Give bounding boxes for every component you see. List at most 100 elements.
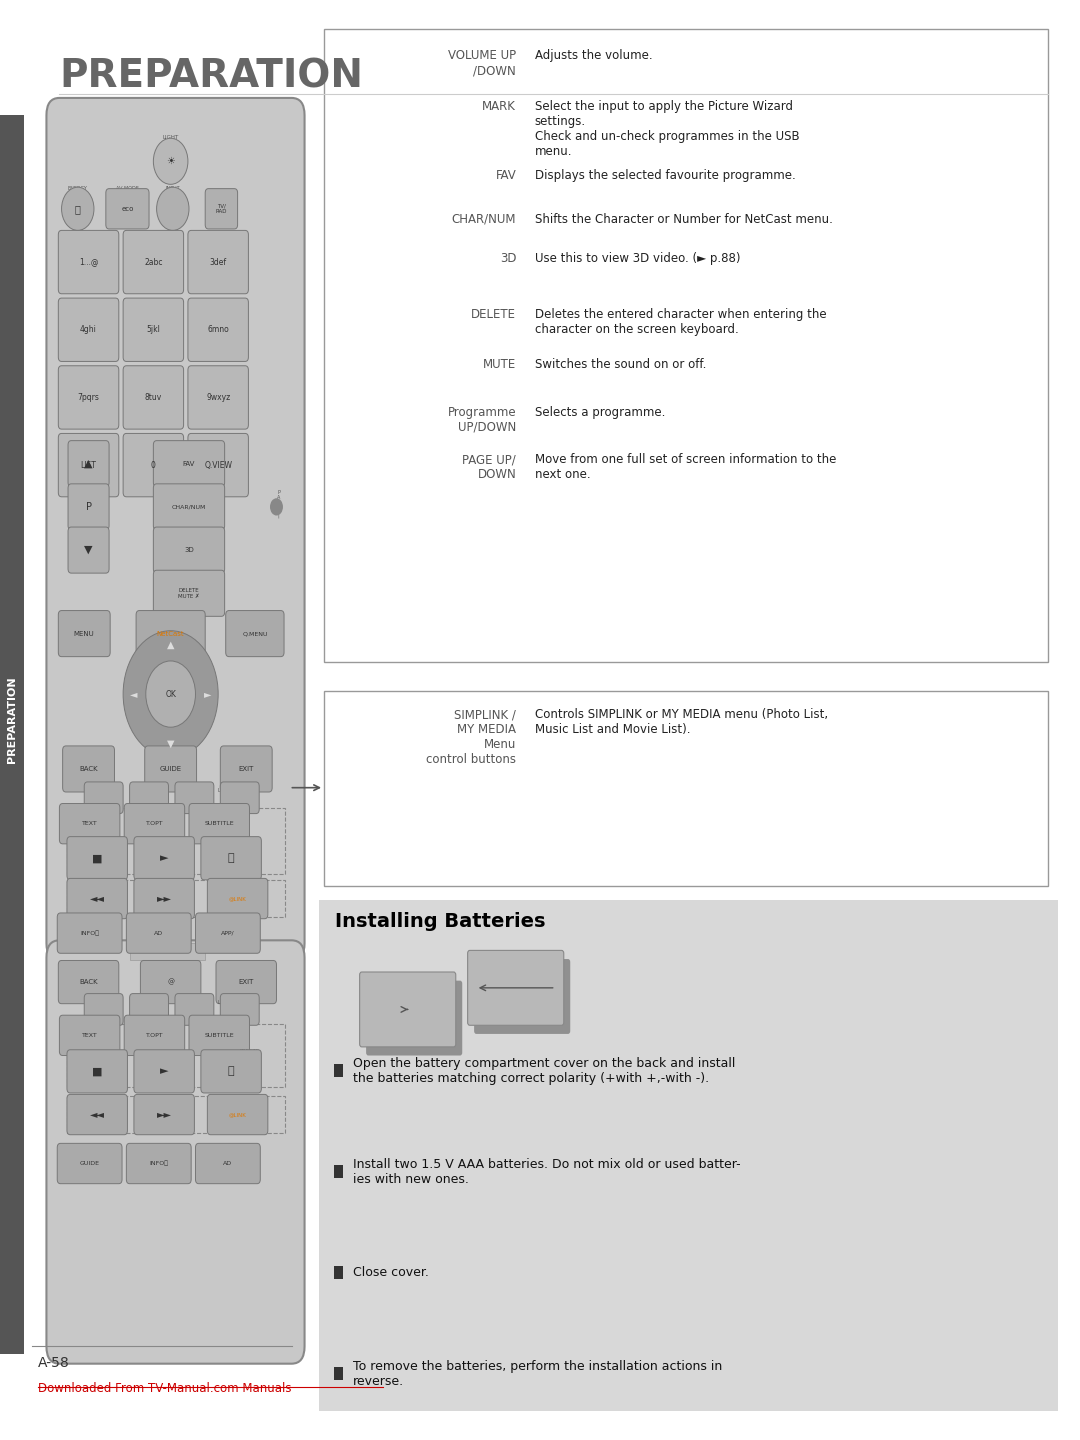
FancyBboxPatch shape: [153, 441, 225, 487]
Text: NetCast: NetCast: [157, 631, 185, 636]
Text: 3D: 3D: [500, 252, 516, 265]
FancyBboxPatch shape: [134, 837, 194, 880]
Circle shape: [123, 631, 218, 757]
Text: ►►: ►►: [157, 894, 172, 903]
Text: L/R SELECT: L/R SELECT: [218, 788, 246, 793]
FancyBboxPatch shape: [153, 484, 225, 530]
Bar: [334, 1367, 343, 1380]
FancyBboxPatch shape: [207, 878, 268, 919]
FancyBboxPatch shape: [123, 298, 184, 361]
FancyBboxPatch shape: [58, 611, 110, 657]
Text: @LINK: @LINK: [229, 1112, 246, 1117]
Text: ⏸: ⏸: [228, 854, 234, 863]
FancyBboxPatch shape: [0, 115, 24, 1354]
Text: ENERGY: ENERGY: [68, 186, 87, 192]
Text: LIGHT: LIGHT: [162, 135, 179, 140]
Text: Shifts the Character or Number for NetCast menu.: Shifts the Character or Number for NetCa…: [535, 213, 833, 226]
FancyBboxPatch shape: [324, 691, 1048, 886]
Text: PREPARATION: PREPARATION: [6, 677, 17, 763]
FancyBboxPatch shape: [68, 527, 109, 573]
Text: Adjusts the volume.: Adjusts the volume.: [535, 49, 652, 62]
Text: INFOⓄ: INFOⓄ: [149, 1161, 168, 1166]
Text: ⏻: ⏻: [75, 204, 81, 213]
Text: ▲: ▲: [167, 639, 174, 649]
Text: MARK: MARK: [483, 99, 516, 112]
FancyBboxPatch shape: [134, 878, 194, 919]
Text: ■: ■: [92, 1067, 103, 1076]
FancyBboxPatch shape: [67, 837, 127, 880]
FancyBboxPatch shape: [220, 782, 259, 814]
Text: ►: ►: [160, 1067, 168, 1076]
Text: ☀: ☀: [166, 157, 175, 166]
FancyBboxPatch shape: [84, 994, 123, 1025]
Text: PAGE UP/
DOWN: PAGE UP/ DOWN: [462, 454, 516, 481]
FancyBboxPatch shape: [126, 913, 191, 953]
FancyBboxPatch shape: [175, 782, 214, 814]
FancyBboxPatch shape: [68, 484, 109, 530]
FancyBboxPatch shape: [134, 1050, 194, 1093]
Text: Programme
UP/DOWN: Programme UP/DOWN: [447, 406, 516, 433]
FancyBboxPatch shape: [189, 804, 249, 844]
FancyBboxPatch shape: [63, 746, 114, 792]
Text: AV MODE: AV MODE: [116, 186, 139, 192]
FancyBboxPatch shape: [58, 230, 119, 294]
Text: GUIDE: GUIDE: [80, 1161, 99, 1166]
Text: 7pqrs: 7pqrs: [78, 393, 99, 402]
Text: ▼: ▼: [167, 739, 174, 749]
FancyBboxPatch shape: [58, 433, 119, 497]
FancyBboxPatch shape: [195, 1143, 260, 1184]
FancyBboxPatch shape: [145, 746, 197, 792]
FancyBboxPatch shape: [67, 1094, 127, 1135]
FancyBboxPatch shape: [216, 960, 276, 1004]
Text: ■: ■: [92, 854, 103, 863]
FancyBboxPatch shape: [84, 782, 123, 814]
Text: Close cover.: Close cover.: [353, 1266, 429, 1280]
Text: FREEZE: FREEZE: [239, 837, 259, 842]
Text: T.OPT: T.OPT: [146, 1032, 163, 1038]
FancyBboxPatch shape: [123, 433, 184, 497]
Text: ►: ►: [160, 854, 168, 863]
Text: P
A
G
E
|: P A G E |: [276, 490, 281, 518]
Text: 1...@: 1...@: [79, 258, 98, 266]
Text: ⏸: ⏸: [228, 1067, 234, 1076]
FancyBboxPatch shape: [468, 950, 564, 1025]
Text: EXIT: EXIT: [239, 766, 254, 772]
Text: Displays the selected favourite programme.: Displays the selected favourite programm…: [535, 170, 795, 183]
Text: FREEZE: FREEZE: [239, 1048, 259, 1054]
FancyBboxPatch shape: [153, 527, 225, 573]
Text: Controls SIMPLINK or MY MEDIA menu (Photo List,
Music List and Movie List).: Controls SIMPLINK or MY MEDIA menu (Phot…: [535, 708, 827, 736]
Text: 5jkl: 5jkl: [147, 325, 160, 334]
FancyBboxPatch shape: [226, 611, 284, 657]
Text: Installing Batteries: Installing Batteries: [335, 912, 545, 930]
Bar: [334, 1165, 343, 1178]
Text: FAV: FAV: [496, 170, 516, 183]
Circle shape: [157, 187, 189, 230]
Text: APP/: APP/: [221, 930, 234, 936]
Text: 3D: 3D: [184, 547, 194, 553]
FancyBboxPatch shape: [58, 298, 119, 361]
FancyBboxPatch shape: [126, 1143, 191, 1184]
FancyBboxPatch shape: [319, 900, 1058, 1411]
FancyBboxPatch shape: [188, 298, 248, 361]
Text: eco: eco: [121, 206, 134, 212]
Text: Move from one full set of screen information to the
next one.: Move from one full set of screen informa…: [535, 454, 836, 481]
Text: ◄: ◄: [130, 690, 137, 698]
FancyBboxPatch shape: [360, 972, 456, 1047]
FancyBboxPatch shape: [124, 804, 185, 844]
Bar: [130, 943, 205, 960]
FancyBboxPatch shape: [106, 189, 149, 229]
Text: Q.MENU: Q.MENU: [242, 631, 268, 636]
Text: A-58: A-58: [38, 1356, 69, 1371]
FancyBboxPatch shape: [195, 913, 260, 953]
Text: DELETE: DELETE: [471, 308, 516, 321]
Text: @LINK: @LINK: [229, 896, 246, 901]
FancyBboxPatch shape: [59, 804, 120, 844]
Text: ◄◄: ◄◄: [90, 894, 105, 903]
Text: L/R SELECT: L/R SELECT: [218, 999, 246, 1005]
Text: To remove the batteries, perform the installation actions in
reverse.: To remove the batteries, perform the ins…: [353, 1359, 723, 1388]
Text: LIST: LIST: [81, 461, 96, 469]
FancyBboxPatch shape: [134, 1094, 194, 1135]
Text: Select the input to apply the Picture Wizard
settings.
Check and un-check progra: Select the input to apply the Picture Wi…: [535, 99, 799, 158]
Text: SUBTITLE: SUBTITLE: [204, 1032, 234, 1038]
Text: Open the battery compartment cover on the back and install
the batteries matchin: Open the battery compartment cover on th…: [353, 1057, 735, 1086]
